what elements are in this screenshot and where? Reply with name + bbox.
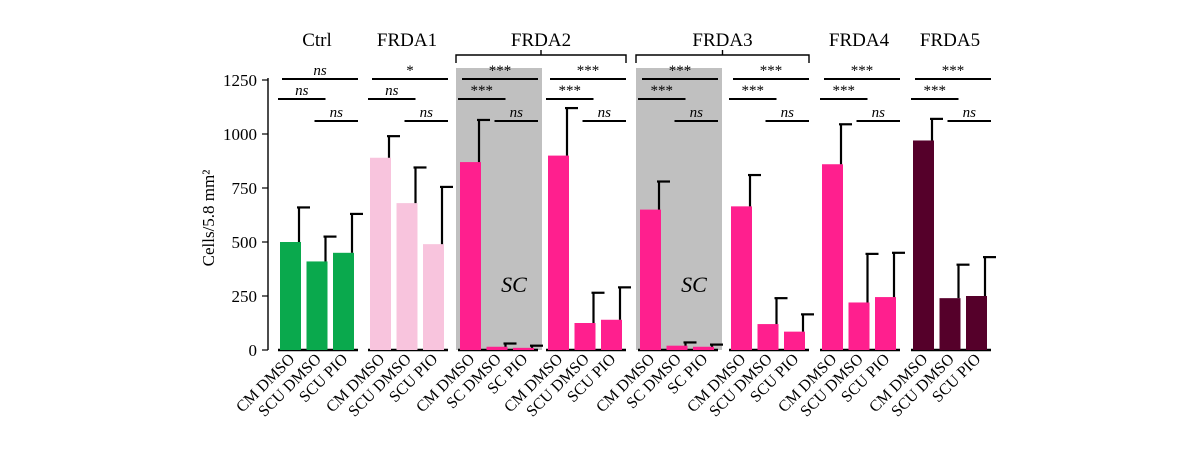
bar (370, 157, 391, 350)
bar (666, 345, 688, 350)
shade-label: SC (501, 272, 527, 297)
bar (280, 242, 301, 350)
significance-label: *** (577, 63, 600, 79)
bar (939, 298, 961, 350)
bar (306, 261, 328, 350)
significance-label: ns (872, 105, 886, 121)
bar (548, 155, 569, 350)
significance-label: *** (851, 63, 874, 79)
group-titles: Ctrl FRDA1 FRDA2 FRDA3 FRDA4 FRDA5 (302, 30, 980, 63)
bar (601, 319, 622, 350)
significance-label: *** (489, 63, 512, 79)
group-bracket (635, 54, 810, 63)
group-title: FRDA4 (829, 30, 890, 51)
y-tick-label: 500 (232, 233, 258, 252)
significance-label: *** (760, 63, 783, 79)
bar (875, 297, 896, 350)
significance-label: ns (963, 105, 977, 121)
significance-label: *** (833, 83, 856, 99)
significance-label: ns (420, 105, 434, 121)
bar (574, 323, 596, 350)
significance-label: *** (559, 83, 582, 99)
significance-label: ns (510, 105, 524, 121)
significance-label: ns (690, 105, 704, 121)
significance-label: ns (330, 105, 344, 121)
significance-label: ns (598, 105, 612, 121)
significance-label: *** (651, 83, 674, 99)
shaded-regions: SC SC (456, 68, 722, 350)
bar (513, 347, 534, 350)
significance-label: ns (295, 83, 309, 99)
group-title: FRDA2 (511, 30, 571, 51)
y-tick-label: 250 (232, 287, 258, 306)
significance-label: *** (471, 83, 494, 99)
significance-label: ns (781, 105, 795, 121)
bar (693, 346, 714, 350)
significance-label: *** (924, 83, 947, 99)
y-tick-label: 1250 (223, 71, 257, 90)
bar (822, 164, 843, 350)
y-tick-label: 1000 (223, 125, 257, 144)
bar (423, 244, 444, 350)
bar (757, 324, 779, 350)
bar (966, 296, 987, 350)
y-tick-label: 0 (249, 341, 258, 360)
y-axis-label: Cells/5.8 mm² (199, 170, 218, 267)
bar (460, 162, 481, 350)
bar (396, 203, 418, 350)
bar (486, 346, 508, 350)
bar (333, 252, 354, 350)
bar (731, 206, 752, 350)
shade-label: SC (681, 272, 707, 297)
significance-label: *** (669, 63, 692, 79)
significance-label: * (406, 63, 414, 79)
significance-label: ns (313, 63, 327, 79)
bar (784, 331, 805, 350)
bar (848, 302, 870, 350)
group-title: FRDA1 (377, 30, 437, 51)
y-tick-label: 750 (232, 179, 258, 198)
bar (913, 140, 934, 350)
group-title: FRDA3 (692, 30, 752, 51)
group-title: Ctrl (302, 30, 332, 51)
significance-label: ns (385, 83, 399, 99)
significance-label: *** (742, 83, 765, 99)
significance-annotations: nsnsns*nsns******ns******ns******ns*****… (278, 63, 991, 122)
error-bars (297, 106, 996, 348)
group-bracket (455, 54, 627, 63)
bars (280, 140, 987, 350)
group-title: FRDA5 (920, 30, 980, 51)
bar (640, 209, 661, 350)
significance-label: *** (942, 63, 965, 79)
